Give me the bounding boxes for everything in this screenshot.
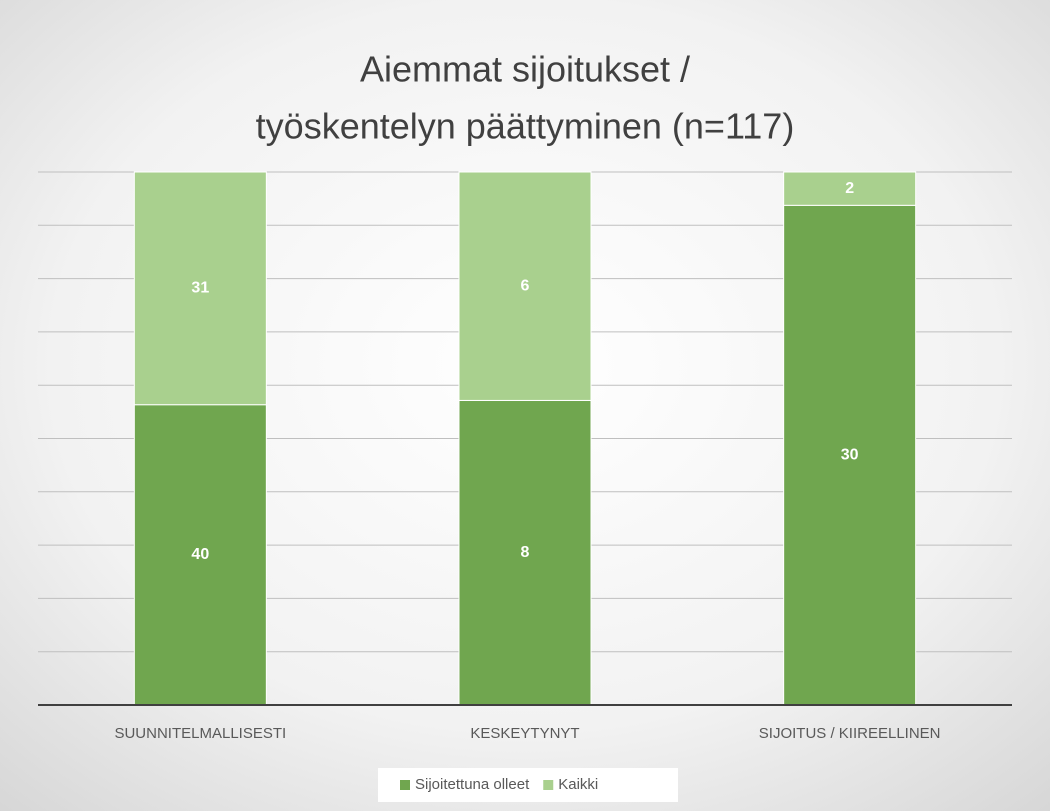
bar-segment bbox=[458, 171, 592, 401]
legend-swatch bbox=[400, 780, 410, 790]
legend-swatch bbox=[543, 780, 554, 790]
data-label: 31 bbox=[191, 280, 209, 297]
bar-segment bbox=[458, 399, 592, 706]
bar-segment bbox=[783, 204, 917, 706]
legend-label: Sijoitettuna olleet bbox=[415, 776, 530, 793]
x-tick-label: KESKEYTYNYT bbox=[470, 725, 579, 742]
bar-segment bbox=[133, 404, 267, 706]
bar-segment bbox=[133, 171, 267, 406]
data-label: 40 bbox=[191, 546, 209, 563]
data-label: 30 bbox=[841, 446, 859, 463]
legend-box bbox=[378, 768, 678, 802]
x-tick-label: SIJOITUS / KIIREELLINEN bbox=[759, 725, 941, 742]
legend-label: Kaikki bbox=[558, 776, 598, 793]
data-label: 2 bbox=[845, 180, 854, 197]
data-label: 6 bbox=[521, 277, 530, 294]
chart-title: työskentelyn päättyminen (n=117) bbox=[256, 106, 795, 147]
data-label: 8 bbox=[521, 544, 530, 561]
chart-title: Aiemmat sijoitukset / bbox=[360, 49, 690, 90]
bar-segment bbox=[783, 171, 917, 206]
x-tick-label: SUUNNITELMALLISESTI bbox=[114, 725, 286, 742]
